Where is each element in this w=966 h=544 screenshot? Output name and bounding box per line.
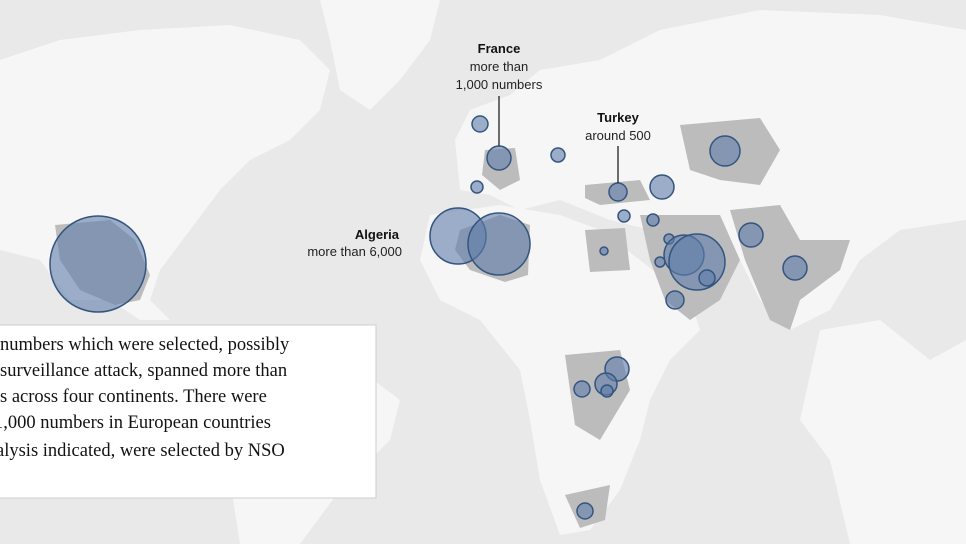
paragraph-line: s across four continents. There were bbox=[0, 387, 267, 407]
bubble bbox=[698, 269, 716, 287]
bubble bbox=[654, 256, 666, 268]
bubble bbox=[471, 115, 489, 133]
annotation-text: 1,000 numbers bbox=[456, 77, 543, 92]
bubble bbox=[486, 145, 512, 171]
bubble bbox=[576, 502, 594, 520]
bubble bbox=[573, 380, 591, 398]
paragraph-line: alysis indicated, were selected by NSO bbox=[0, 441, 285, 461]
bubble bbox=[649, 174, 675, 200]
bubble bbox=[470, 180, 484, 194]
bubble bbox=[617, 209, 631, 223]
bubble bbox=[49, 215, 147, 313]
bubble bbox=[738, 222, 764, 248]
text-box: numbers which were selected, possibly su… bbox=[0, 324, 377, 499]
bubble bbox=[599, 246, 609, 256]
annotation-text: around 500 bbox=[585, 128, 651, 143]
bubble bbox=[782, 255, 808, 281]
annotations: France more than 1,000 numbers Turkey ar… bbox=[307, 41, 651, 259]
bubble bbox=[665, 290, 685, 310]
annotation-text: more than bbox=[470, 59, 529, 74]
bubble bbox=[709, 135, 741, 167]
bubble bbox=[608, 182, 628, 202]
bubble bbox=[600, 384, 614, 398]
bubble bbox=[467, 212, 531, 276]
text-box-background bbox=[0, 324, 377, 499]
paragraph-line: 1,000 numbers in European countries bbox=[0, 413, 271, 433]
bubble bbox=[646, 213, 660, 227]
bubble bbox=[668, 233, 726, 291]
paragraph-line: numbers which were selected, possibly bbox=[0, 335, 290, 355]
bubble bbox=[550, 147, 566, 163]
annotation-title: Turkey bbox=[597, 110, 639, 125]
annotation-text: more than 6,000 bbox=[307, 244, 402, 259]
annotation-title: France bbox=[478, 41, 521, 56]
bubbles bbox=[49, 115, 808, 520]
annotation-title: Algeria bbox=[355, 227, 400, 242]
paragraph-line: surveillance attack, spanned more than bbox=[0, 361, 287, 381]
